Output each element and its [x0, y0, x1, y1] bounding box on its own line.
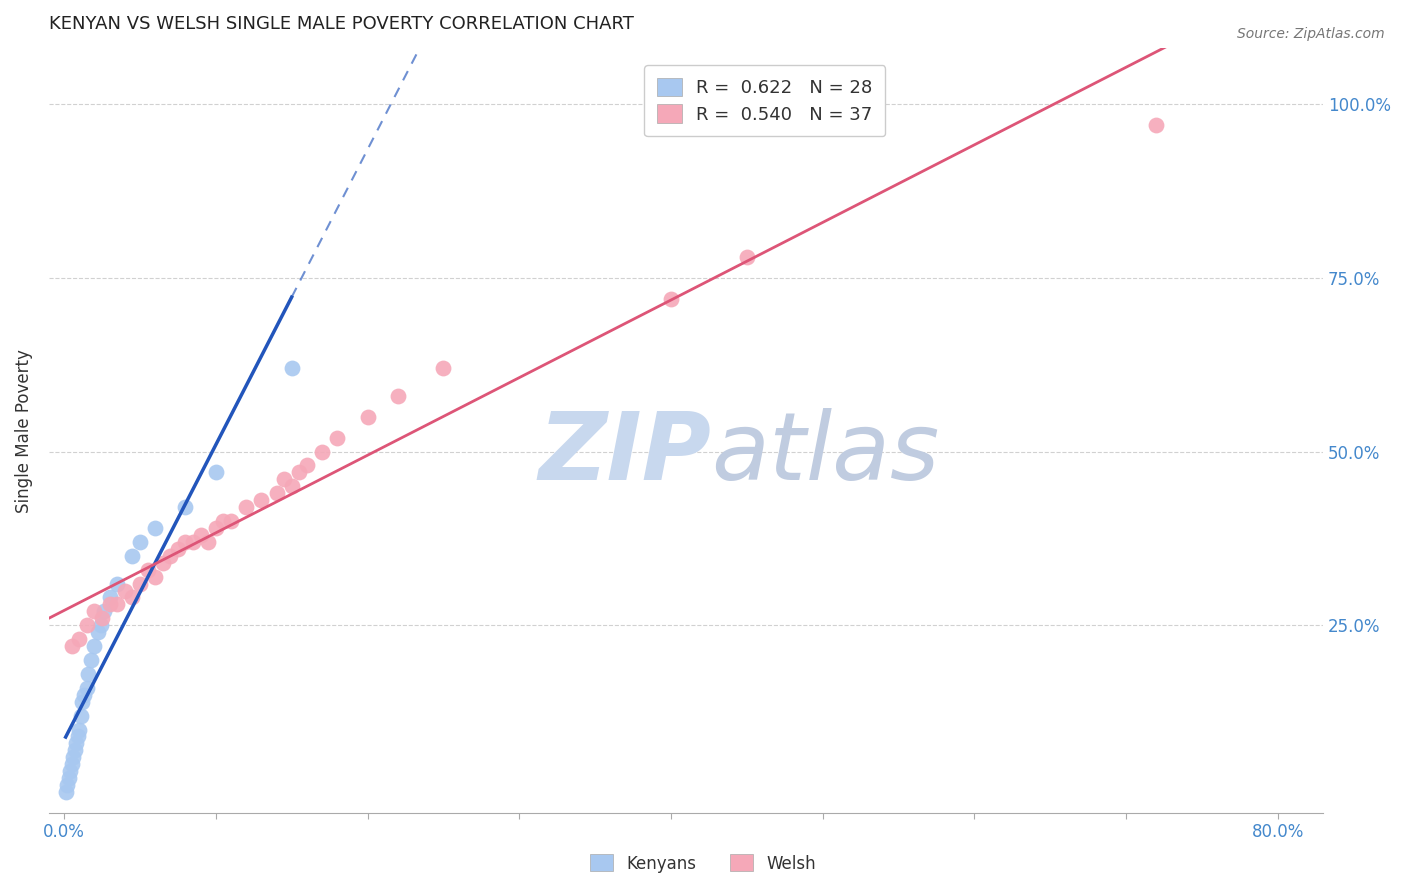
Point — [90, 618, 112, 632]
Point — [143, 521, 166, 535]
Point — [114, 583, 136, 598]
Point — [80, 653, 103, 667]
Point — [1144, 118, 1167, 132]
Point — [659, 292, 682, 306]
Point — [76, 681, 98, 695]
Point — [98, 591, 121, 605]
Point — [56, 778, 79, 792]
Point — [121, 549, 143, 563]
Point — [190, 528, 212, 542]
Point — [143, 569, 166, 583]
Point — [387, 389, 409, 403]
Point — [59, 764, 82, 779]
Point — [288, 466, 311, 480]
Point — [235, 500, 257, 515]
Legend: R =  0.622   N = 28, R =  0.540   N = 37: R = 0.622 N = 28, R = 0.540 N = 37 — [644, 65, 886, 136]
Point — [105, 598, 128, 612]
Point — [205, 521, 228, 535]
Point — [66, 730, 89, 744]
Point — [250, 493, 273, 508]
Point — [152, 556, 174, 570]
Text: KENYAN VS WELSH SINGLE MALE POVERTY CORRELATION CHART: KENYAN VS WELSH SINGLE MALE POVERTY CORR… — [49, 15, 634, 33]
Point — [205, 466, 228, 480]
Legend: Kenyans, Welsh: Kenyans, Welsh — [583, 847, 823, 880]
Point — [69, 708, 91, 723]
Point — [93, 604, 115, 618]
Point — [167, 541, 190, 556]
Point — [181, 534, 204, 549]
Point — [356, 409, 378, 424]
Point — [65, 736, 87, 750]
Point — [91, 611, 114, 625]
Point — [311, 444, 333, 458]
Point — [67, 632, 90, 647]
Point — [129, 534, 152, 549]
Point — [159, 549, 181, 563]
Point — [77, 667, 100, 681]
Point — [60, 757, 83, 772]
Point — [86, 625, 108, 640]
Point — [129, 576, 152, 591]
Point — [121, 591, 143, 605]
Point — [735, 250, 758, 264]
Point — [60, 639, 83, 653]
Point — [174, 534, 197, 549]
Point — [280, 479, 302, 493]
Point — [72, 695, 94, 709]
Point — [219, 514, 242, 528]
Point — [105, 576, 128, 591]
Text: ZIP: ZIP — [538, 408, 711, 500]
Point — [67, 723, 90, 737]
Point — [295, 458, 318, 473]
Point — [55, 785, 77, 799]
Point — [98, 598, 121, 612]
Point — [174, 500, 197, 515]
Point — [273, 472, 295, 486]
Point — [76, 618, 98, 632]
Y-axis label: Single Male Poverty: Single Male Poverty — [15, 349, 32, 513]
Point — [62, 750, 84, 764]
Point — [197, 534, 219, 549]
Text: Source: ZipAtlas.com: Source: ZipAtlas.com — [1237, 27, 1385, 41]
Point — [266, 486, 288, 500]
Point — [73, 688, 96, 702]
Point — [280, 361, 302, 376]
Point — [326, 431, 349, 445]
Point — [136, 563, 159, 577]
Point — [58, 771, 80, 785]
Point — [63, 743, 86, 757]
Point — [212, 514, 235, 528]
Point — [83, 639, 105, 653]
Point — [83, 604, 105, 618]
Point — [432, 361, 454, 376]
Text: atlas: atlas — [711, 409, 939, 500]
